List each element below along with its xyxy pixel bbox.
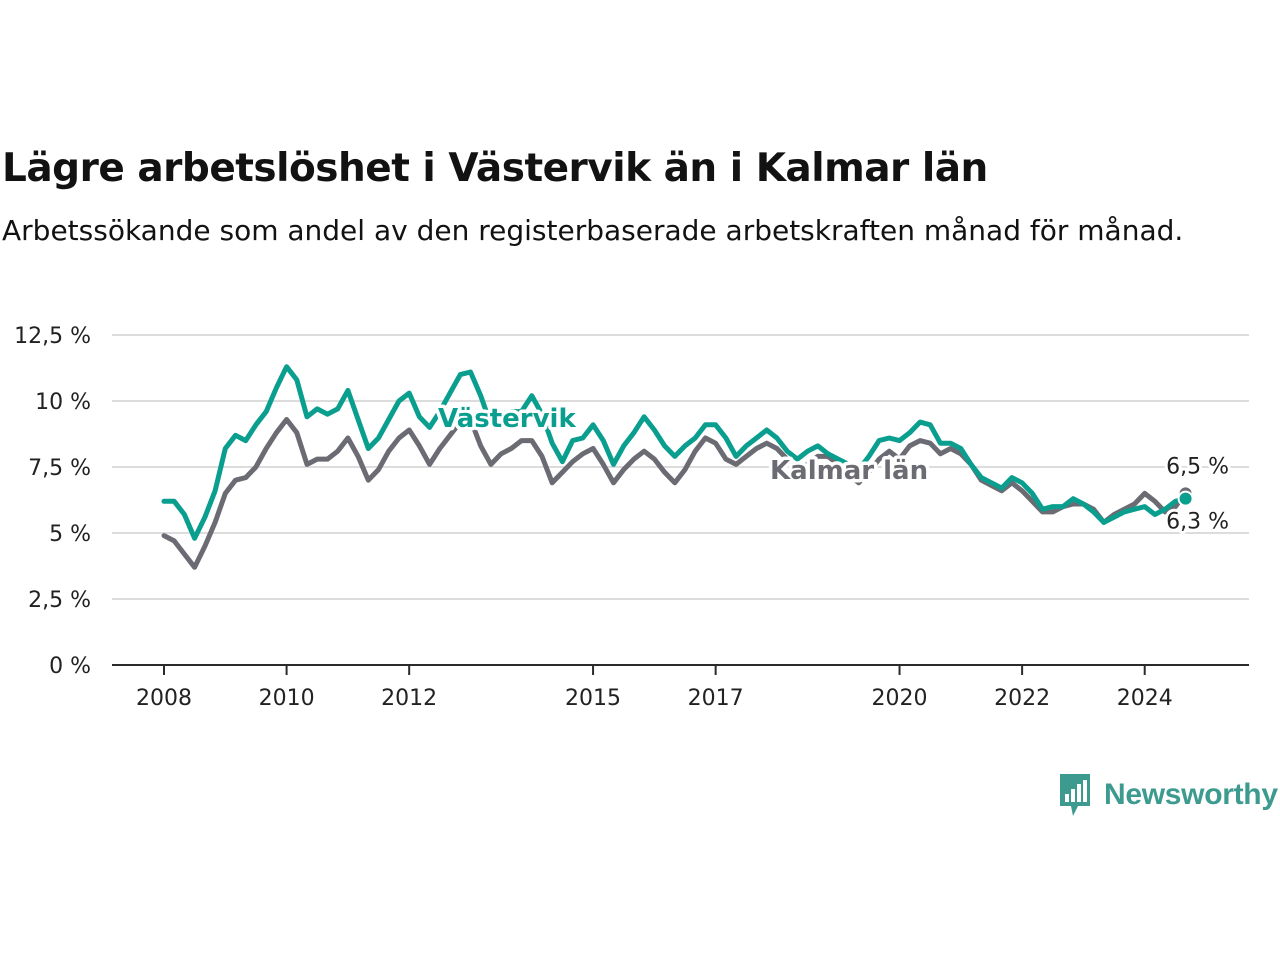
x-tick-label: 2017 [688,686,744,711]
y-tick-label: 5 % [49,522,91,547]
x-tick-label: 2012 [381,686,437,711]
y-tick-label: 7,5 % [28,456,91,481]
chart-title: Lägre arbetslöshet i Västervik än i Kalm… [2,146,988,191]
y-tick-label: 10 % [35,390,91,415]
end-value-label-vastervik: 6,3 % [1166,510,1229,535]
x-tick-label: 2022 [994,686,1050,711]
series-label-kalmar-lan: Kalmar län [770,456,928,486]
x-tick-label: 2008 [136,686,192,711]
chart-subtitle: Arbetssökande som andel av den registerb… [2,214,1184,247]
newsworthy-logo-icon [1060,774,1090,816]
x-tick-label: 2020 [872,686,928,711]
series-labels: Västervik Kalmar län 6,5 % 6,3 % [435,401,1233,538]
newsworthy-brand[interactable]: Newsworthy [1058,772,1278,818]
x-tick-label: 2015 [565,686,621,711]
series-line-västervik [161,364,1189,541]
series-line-kalmar-län [161,417,1189,570]
x-tick-label: 2010 [259,686,315,711]
y-tick-label: 0 % [49,654,91,679]
series-label-vastervik: Västervik [438,404,576,434]
series-lines [161,364,1194,570]
x-tick-label: 2024 [1117,686,1173,711]
y-tick-label: 12,5 % [14,324,91,349]
y-axis-ticks: 0 % 2,5 % 5 % 7,5 % 10 % 12,5 % [14,324,91,679]
brand-name: Newsworthy [1104,778,1278,811]
end-value-label-kalmar-lan: 6,5 % [1166,454,1229,479]
y-tick-label: 2,5 % [28,588,91,613]
end-point-marker [1177,490,1194,507]
x-axis-ticks: 2008 2010 2012 2015 2017 2020 2022 2024 [136,665,1173,711]
